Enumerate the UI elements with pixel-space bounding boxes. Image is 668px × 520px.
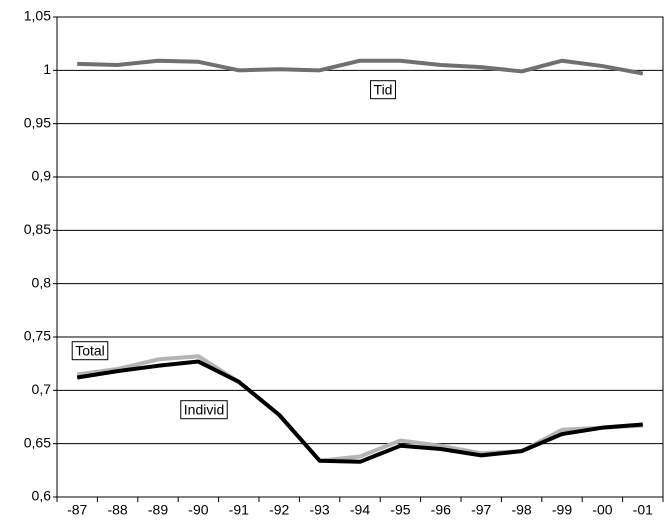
y-tick-label: 0,95 xyxy=(24,114,51,130)
y-tick-label: 0,8 xyxy=(32,274,52,290)
x-tick-label: -00 xyxy=(592,502,612,518)
x-tick-label: -89 xyxy=(148,502,168,518)
plot-frame xyxy=(56,16,664,498)
x-tick-label: -88 xyxy=(107,502,127,518)
x-tick-label: -01 xyxy=(633,502,653,518)
x-tick-label: -87 xyxy=(67,502,87,518)
series-label-box xyxy=(180,400,228,420)
y-tick-label: 0,85 xyxy=(24,221,51,237)
x-tick-label: -96 xyxy=(431,502,451,518)
series-label: Total xyxy=(75,343,105,359)
y-tick-label: 0,65 xyxy=(24,434,51,450)
y-tick-label: 0,9 xyxy=(32,168,52,184)
y-tick-label: 0,7 xyxy=(32,381,52,397)
series-label-box xyxy=(71,341,109,361)
series-label: Individ xyxy=(184,402,224,418)
x-tick-label: -92 xyxy=(269,502,289,518)
series-line xyxy=(77,58,644,76)
x-tick-label: -97 xyxy=(471,502,491,518)
y-tick-label: 1,05 xyxy=(24,8,51,24)
x-tick-label: -90 xyxy=(188,502,208,518)
y-tick-label: 1 xyxy=(43,61,51,77)
x-tick-label: -94 xyxy=(350,502,370,518)
y-tick-label: 0,6 xyxy=(32,488,52,504)
x-tick-label: -98 xyxy=(511,502,531,518)
x-tick-label: -93 xyxy=(309,502,329,518)
y-tick-label: 0,75 xyxy=(24,328,51,344)
x-tick-label: -99 xyxy=(552,502,572,518)
x-tick-label: -91 xyxy=(229,502,249,518)
series-line xyxy=(76,359,643,464)
series-line xyxy=(76,354,643,463)
series-label-box xyxy=(370,80,396,100)
x-tick-label: -95 xyxy=(390,502,410,518)
series-label: Tid xyxy=(374,82,393,98)
